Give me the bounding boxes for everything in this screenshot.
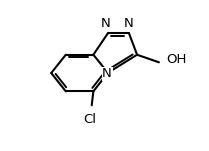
Text: N: N — [101, 17, 110, 30]
Text: Cl: Cl — [83, 113, 96, 126]
Text: N: N — [123, 17, 133, 30]
Text: OH: OH — [167, 53, 187, 66]
Text: N: N — [102, 67, 112, 80]
